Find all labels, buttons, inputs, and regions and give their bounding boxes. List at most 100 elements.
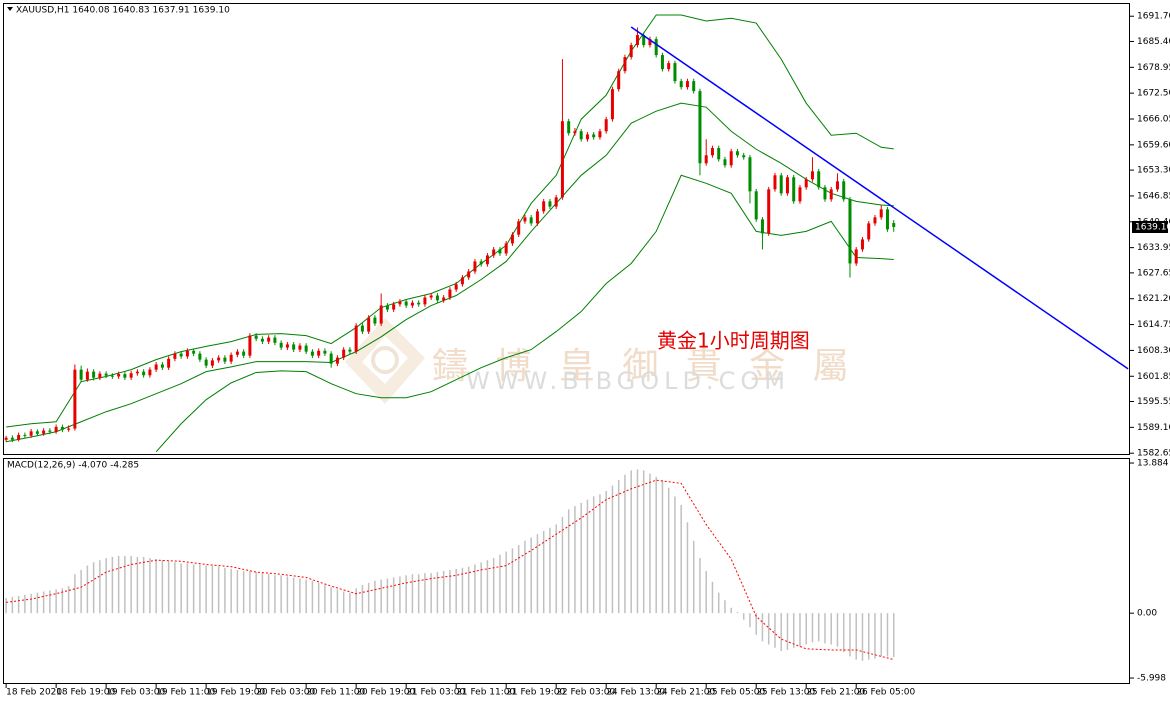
candle-body (429, 295, 433, 298)
x-tick-label: 25 Feb 05:00 (706, 688, 765, 698)
candle-body (273, 337, 277, 343)
watermark: 鑄 博 皇 御 貴 金 屬 (432, 346, 857, 387)
macd-panel (3, 458, 1130, 684)
candle-body (879, 209, 883, 218)
candle-body (123, 374, 127, 378)
watermark-url: WWW.BIBGOLD.COM (466, 367, 790, 395)
candle-body (654, 39, 658, 56)
candle-body (73, 369, 77, 429)
candle-body (360, 325, 364, 332)
candle-body (604, 119, 608, 132)
y-tick-label: 1614.75 (1137, 320, 1170, 330)
candle-body (17, 434, 21, 440)
candle-body (767, 189, 771, 234)
candle-body (23, 434, 27, 436)
candle-body (129, 373, 133, 378)
candle-body (60, 426, 64, 430)
y-tick-label: 1653.30 (1137, 166, 1170, 176)
candle-body (160, 364, 164, 368)
y-tick-label: 1627.65 (1137, 268, 1170, 278)
candle-body (335, 357, 339, 364)
candle-body (379, 305, 383, 324)
candle-body (529, 217, 533, 224)
y-tick-label: 1672.50 (1137, 89, 1170, 99)
candle-body (373, 317, 377, 324)
candle-body (154, 364, 158, 370)
candle-body (323, 350, 327, 354)
candle-body (267, 337, 271, 342)
candle-body (698, 91, 702, 164)
candle-body (173, 353, 177, 359)
candle-body (817, 171, 821, 188)
candle-body (710, 148, 714, 156)
candle-body (492, 249, 496, 256)
candle-body (473, 261, 477, 272)
candle-body (117, 374, 121, 377)
candle-body (798, 187, 802, 202)
y-tick-label: 1691.70 (1137, 12, 1170, 22)
main-panel (3, 3, 1130, 455)
candle-body (367, 317, 371, 332)
candle-body (179, 353, 183, 357)
candle-body (760, 219, 764, 234)
macd-plot (5, 469, 895, 661)
x-tick-label: 20 Feb 11:00 (306, 688, 365, 698)
candle-body (248, 335, 252, 356)
candle-body (110, 375, 114, 377)
band-line (155, 174, 894, 453)
current-price-box (1132, 220, 1168, 233)
candle-body (610, 89, 614, 120)
y-tick-label: 1678.95 (1137, 63, 1170, 73)
candle-body (598, 131, 602, 138)
signal-line (6, 479, 894, 660)
candle-body (748, 157, 752, 192)
candle-body (448, 289, 452, 298)
candle-body (629, 45, 633, 58)
y-tick-label: 1621.20 (1137, 294, 1170, 304)
candle-body (310, 351, 314, 356)
candle-body (298, 345, 302, 350)
candle-body (792, 177, 796, 202)
x-tick-label: 21 Feb 11:00 (456, 688, 515, 698)
y-tick-label: 1666.05 (1137, 115, 1170, 125)
candle-body (560, 121, 564, 198)
candle-body (729, 151, 733, 166)
candle-body (573, 131, 577, 134)
header-icon (7, 7, 13, 11)
candle-body (679, 81, 683, 88)
candle-body (317, 350, 321, 356)
y-tick-label: 1633.95 (1137, 243, 1170, 253)
candle-body (417, 302, 421, 305)
candle-body (342, 349, 346, 358)
candle-body (585, 134, 589, 140)
candle-body (848, 199, 852, 264)
candle-body (423, 297, 427, 305)
candle-body (254, 335, 258, 339)
candle-body (410, 302, 414, 306)
candle-body (85, 371, 89, 380)
candle-body (435, 295, 439, 301)
candle-body (510, 234, 514, 244)
candle-body (229, 354, 233, 362)
candle-body (54, 426, 58, 432)
annotation: 黄金1小时周期图 (657, 329, 810, 353)
candle-body (823, 187, 827, 200)
x-tick-label: 19 Feb 03:00 (106, 688, 165, 698)
x-tick-label: 20 Feb 03:00 (256, 688, 315, 698)
candle-body (142, 371, 146, 376)
x-tick-label: 22 Feb 03:00 (556, 688, 615, 698)
candle-body (667, 63, 671, 70)
candle-body (548, 201, 552, 207)
candle-body (692, 81, 696, 92)
y-tick-label: 1601.85 (1137, 372, 1170, 382)
y-tick-label: 0.00 (1137, 609, 1157, 619)
y-tick-label: 1608.30 (1137, 346, 1170, 356)
x-tick-label: 25 Feb 21:00 (806, 688, 865, 698)
x-tick-label: 19 Feb 19:00 (206, 688, 265, 698)
candle-body (704, 155, 708, 164)
candle-body (35, 431, 39, 434)
candle-body (892, 223, 896, 227)
candle-body (623, 57, 627, 72)
